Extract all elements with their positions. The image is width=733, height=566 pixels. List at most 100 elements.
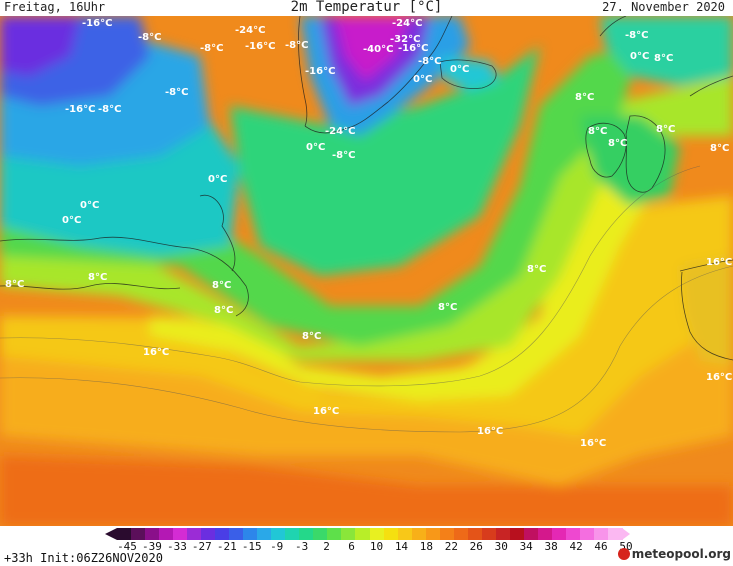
- temp-label: -16°C: [398, 43, 428, 54]
- us-coast: [0, 283, 181, 290]
- scale-swatch: [383, 528, 399, 540]
- temp-label: 8°C: [588, 126, 607, 137]
- temp-label: -24°C: [235, 25, 265, 36]
- iceland: [440, 56, 500, 91]
- valid-day-label: Freitag, 16Uhr: [4, 0, 106, 14]
- scandinavia: [600, 16, 733, 86]
- scale-label: -33: [166, 540, 187, 553]
- temperature-map-svg: -16°C -8°C -24°C -8°C -16°C -8°C -24°C -…: [0, 16, 733, 526]
- scale-label: -9: [270, 540, 284, 553]
- north-america-coast: [0, 236, 249, 317]
- temp-label: 16°C: [313, 406, 339, 417]
- scale-label: -45: [117, 540, 137, 553]
- temp-label: -16°C: [245, 41, 275, 52]
- scale-label: 34: [519, 540, 533, 553]
- scale-label: 46: [594, 540, 608, 553]
- deep-orange-south: [0, 456, 733, 526]
- color-scale-labels: -45 -39 -33 -27 -21 -15 -9 -3 2 6 10 14 18 22 26 30 34 38…: [105, 540, 633, 554]
- temp-label: -8°C: [98, 104, 121, 115]
- scale-swatch: [131, 528, 146, 540]
- scale-swatch: [593, 528, 609, 540]
- greenland-core: [335, 16, 410, 81]
- isotherms: [0, 165, 733, 433]
- scale-swatch: [537, 528, 553, 540]
- scale-swatch: [509, 528, 525, 540]
- scale-label: -21: [216, 540, 237, 553]
- scale-swatch: [607, 528, 623, 540]
- scale-swatch: [467, 528, 483, 540]
- scandinavia-coast: [689, 75, 733, 97]
- temp-label: 8°C: [214, 305, 233, 316]
- isotherm-16: [0, 265, 733, 433]
- scale-label: 22: [444, 540, 458, 553]
- scale-swatch: [271, 528, 286, 540]
- yellow-orange-band: [0, 196, 733, 436]
- temp-label: 8°C: [5, 279, 24, 290]
- map-title: 2m Temperatur [°C]: [290, 0, 443, 15]
- temp-label: 16°C: [706, 372, 732, 383]
- temp-label: 8°C: [575, 92, 594, 103]
- temp-label: 8°C: [212, 280, 231, 291]
- temp-label: -8°C: [418, 56, 441, 67]
- scale-swatch: [215, 528, 230, 540]
- temp-label: 0°C: [450, 64, 469, 75]
- scale-label: 6: [348, 540, 355, 553]
- brand-logo[interactable]: meteopool.org: [617, 547, 731, 561]
- temp-label: -24°C: [325, 126, 355, 137]
- greenland-coast-east: [304, 16, 453, 134]
- scale-swatch: [173, 528, 188, 540]
- norway-coast: [599, 16, 627, 37]
- scale-swatch: [369, 528, 385, 540]
- scale-swatch: [285, 528, 300, 540]
- scale-swatch: [565, 528, 581, 540]
- temp-label: 16°C: [706, 257, 732, 268]
- temp-label: -8°C: [200, 43, 223, 54]
- scale-label: 10: [369, 540, 384, 553]
- teal-green-ocean: [230, 46, 540, 276]
- scale-label: 42: [569, 540, 583, 553]
- temp-label: 8°C: [656, 124, 675, 135]
- temp-label: -8°C: [285, 40, 308, 51]
- color-scale-bar: [105, 528, 630, 540]
- temp-label: 8°C: [438, 302, 457, 313]
- header-bar: Freitag, 16Uhr 2m Temperatur [°C] 27. No…: [0, 0, 733, 16]
- temperature-labels: -16°C -8°C -24°C -8°C -16°C -8°C -24°C -…: [5, 18, 732, 449]
- temp-label: -16°C: [82, 18, 112, 29]
- yellow-band: [150, 146, 660, 401]
- temp-label: 8°C: [608, 138, 627, 149]
- scale-swatch: [257, 528, 272, 540]
- scale-swatch: [411, 528, 427, 540]
- temp-label: 8°C: [302, 331, 321, 342]
- valid-date-label: 27. November 2020: [602, 0, 725, 14]
- scale-swatch: [299, 528, 314, 540]
- temp-label: -8°C: [138, 32, 161, 43]
- scale-swatch: [551, 528, 567, 540]
- scale-swatch: [327, 528, 343, 540]
- temp-label: -16°C: [305, 66, 335, 77]
- scale-swatch: [201, 528, 216, 540]
- iberia-west-coast: [681, 271, 733, 361]
- scale-label: -27: [191, 540, 212, 553]
- scale-swatch: [397, 528, 413, 540]
- purple-land: [0, 16, 80, 76]
- temp-label: -8°C: [332, 150, 355, 161]
- footer-bar: -45 -39 -33 -27 -21 -15 -9 -3 2 6 10 14 18 22 26 30 34 38…: [0, 526, 733, 566]
- iberia-north-coast: [679, 259, 733, 272]
- temp-label: 8°C: [527, 264, 546, 275]
- ireland-coast: [585, 122, 627, 178]
- scale-label: -39: [142, 540, 162, 553]
- temp-label: -8°C: [625, 30, 648, 41]
- temp-label: 8°C: [654, 53, 673, 64]
- scale-swatch: [523, 528, 539, 540]
- temp-label: 0°C: [413, 74, 432, 85]
- brand-dot-icon: [617, 548, 630, 560]
- temperature-map: -16°C -8°C -24°C -8°C -16°C -8°C -24°C -…: [0, 16, 733, 526]
- scale-swatch: [453, 528, 469, 540]
- scale-swatch: [481, 528, 497, 540]
- scale-label: 14: [394, 540, 409, 553]
- scale-swatch: [229, 528, 244, 540]
- scale-swatch: [243, 528, 258, 540]
- scale-label: -15: [241, 540, 262, 553]
- scale-min-arrow: [105, 528, 117, 540]
- iberia: [680, 256, 733, 366]
